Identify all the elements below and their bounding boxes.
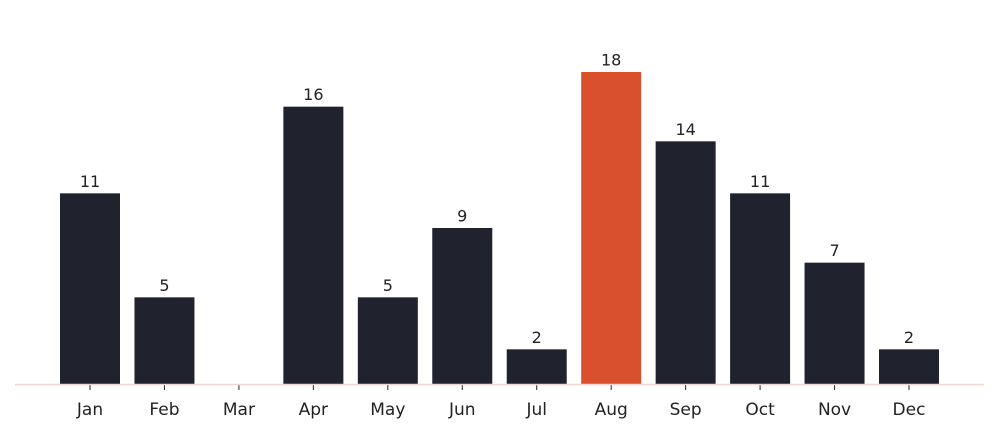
value-label: 2 — [904, 328, 914, 347]
value-label: 9 — [457, 207, 467, 226]
bar — [655, 141, 716, 384]
bar — [357, 297, 418, 384]
x-tick-label: Oct — [745, 400, 775, 420]
x-tick-label: Jan — [76, 400, 103, 420]
bar — [134, 297, 195, 384]
value-label: 11 — [750, 172, 770, 191]
x-tick-label: Dec — [893, 400, 926, 420]
x-tick-label: Mar — [223, 400, 255, 420]
x-tick-label: May — [370, 400, 405, 420]
bar — [879, 349, 939, 384]
value-label: 7 — [829, 241, 839, 260]
value-label: 5 — [383, 276, 393, 295]
x-tick-label: Sep — [670, 400, 702, 420]
x-tick-label: Apr — [299, 400, 328, 420]
x-tick-label: Aug — [595, 400, 628, 420]
bar — [730, 193, 791, 384]
bar — [581, 72, 642, 384]
value-label: 5 — [159, 276, 169, 295]
bar — [506, 349, 567, 384]
bar — [283, 106, 344, 385]
x-tick-label: Feb — [149, 400, 179, 420]
x-tick-label: Nov — [818, 400, 851, 420]
value-label: 2 — [532, 328, 542, 347]
value-label: 18 — [601, 51, 621, 70]
x-tick-label: Jun — [448, 400, 476, 420]
bar — [432, 228, 493, 384]
value-label: 11 — [80, 172, 100, 191]
bar — [60, 193, 120, 384]
bar — [804, 262, 865, 384]
x-tick-label: Jul — [525, 400, 547, 420]
value-label: 16 — [303, 85, 323, 104]
value-label: 14 — [675, 120, 695, 139]
